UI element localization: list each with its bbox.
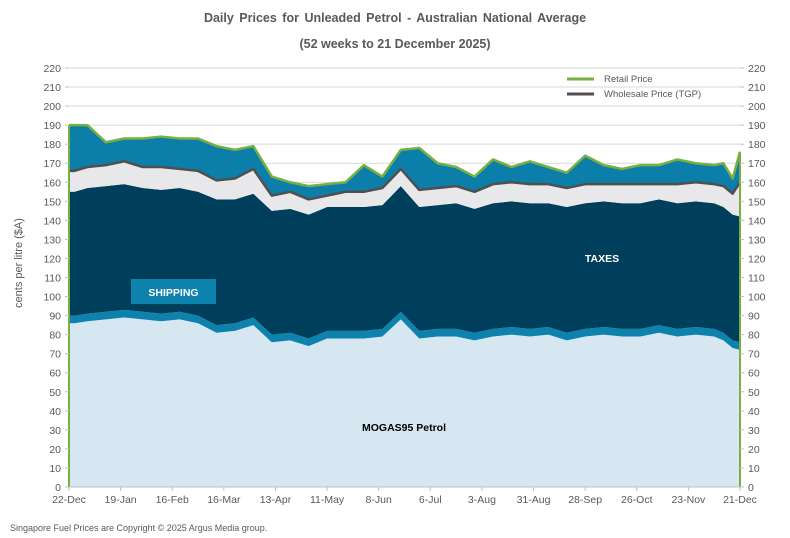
x-tick-3-Aug: 3-Aug [468, 494, 496, 506]
x-tick-16-Feb: 16-Feb [156, 494, 189, 506]
x-tick-19-Jan: 19-Jan [105, 494, 137, 506]
x-tick-16-Mar: 16-Mar [207, 494, 241, 506]
shipping-label-box [131, 279, 216, 304]
stacked-areas [69, 125, 740, 487]
y-tick-left-150: 150 [43, 196, 61, 208]
y-tick-left-40: 40 [49, 406, 61, 418]
y-tick-left-20: 20 [49, 444, 61, 456]
shipping-annotation: SHIPPING [131, 279, 216, 304]
y-tick-right-150: 150 [748, 196, 766, 208]
x-tick-22-Dec: 22-Dec [52, 494, 86, 506]
taxes-label: TAXES [585, 253, 619, 265]
x-tick-11-May: 11-May [310, 494, 345, 506]
y-tick-right-100: 100 [748, 292, 766, 304]
y-tick-right-40: 40 [748, 406, 760, 418]
area-mogas95-petrol [69, 317, 740, 487]
y-tick-left-100: 100 [43, 292, 61, 304]
y-tick-left-50: 50 [49, 387, 61, 399]
y-tick-left-10: 10 [49, 463, 61, 475]
y-tick-right-180: 180 [748, 139, 766, 151]
legend-wholesale-label: Wholesale Price (TGP) [604, 89, 701, 100]
y-tick-left-70: 70 [49, 349, 61, 361]
y-tick-right-20: 20 [748, 444, 760, 456]
x-tick-6-Jul: 6-Jul [419, 494, 442, 506]
y-tick-left-170: 170 [43, 158, 61, 170]
retail-price-line [69, 123, 742, 188]
wholesale-price-line [69, 160, 742, 201]
chart-title: Daily Prices for Unleaded Petrol - Austr… [203, 11, 587, 25]
x-tick-26-Oct: 26-Oct [621, 494, 653, 506]
y-tick-right-80: 80 [748, 330, 760, 342]
y-tick-right-30: 30 [748, 425, 760, 437]
chart-subtitle: (52 weeks to 21 December 2025) [299, 37, 491, 51]
legend-retail-label: Retail Price [604, 74, 653, 85]
y-tick-left-130: 130 [43, 234, 61, 246]
y-tick-left-120: 120 [43, 253, 61, 265]
y-tick-right-170: 170 [748, 158, 766, 170]
y-tick-right-220: 220 [748, 63, 766, 75]
y-tick-right-160: 160 [748, 177, 766, 189]
mogas-label: MOGAS95 Petrol [362, 422, 446, 434]
area-shipping [69, 309, 740, 350]
y-tick-left-140: 140 [43, 215, 61, 227]
y-tick-right-140: 140 [748, 215, 766, 227]
x-tick-23-Nov: 23-Nov [671, 494, 706, 506]
x-tick-28-Sep: 28-Sep [568, 494, 602, 506]
y-tick-left-60: 60 [49, 368, 61, 380]
legend: Retail Price Wholesale Price (TGP) [567, 74, 701, 100]
y-tick-right-90: 90 [748, 311, 760, 323]
y-tick-right-210: 210 [748, 82, 766, 94]
shipping-label: SHIPPING [148, 287, 198, 299]
y-tick-right-130: 130 [748, 234, 766, 246]
y-tick-left-200: 200 [43, 101, 61, 113]
y-tick-right-50: 50 [748, 387, 760, 399]
y-tick-labels-right: 0 10 20 30 40 50 60 70 80 90 100 110 120 130 140 150 160… [748, 63, 766, 494]
x-tick-31-Aug: 31-Aug [517, 494, 551, 506]
y-tick-left-220: 220 [43, 63, 61, 75]
y-axis-label: cents per litre ($A) [13, 218, 25, 308]
x-tick-13-Apr: 13-Apr [260, 494, 292, 506]
y-tick-left-160: 160 [43, 177, 61, 189]
y-tick-left-210: 210 [43, 82, 61, 94]
area-margin [69, 161, 740, 217]
x-tick-labels: 22-Dec 19-Jan 16-Feb 16-Mar 13-Apr 11-May 8-Ju… [52, 494, 757, 506]
y-tick-left-30: 30 [49, 425, 61, 437]
y-tick-left-190: 190 [43, 120, 61, 132]
x-tick-8-Jun: 8-Jun [366, 494, 392, 506]
y-tick-left-0: 0 [55, 482, 61, 494]
y-tick-right-110: 110 [748, 273, 765, 285]
y-tick-labels-left: 0 10 20 30 40 50 60 70 80 90 100 110 120 130 140 150 160… [43, 63, 61, 494]
y-tick-right-0: 0 [748, 482, 754, 494]
y-tick-right-120: 120 [748, 253, 766, 265]
area-retail-margin [69, 125, 740, 200]
y-tick-right-200: 200 [748, 101, 766, 113]
copyright-footer: Singapore Fuel Prices are Copyright © 20… [10, 523, 268, 533]
x-tick-21-Dec: 21-Dec [723, 494, 757, 506]
y-tick-right-10: 10 [748, 463, 760, 475]
price-lines [68, 123, 742, 487]
y-tick-right-70: 70 [748, 349, 760, 361]
y-tick-left-110: 110 [44, 273, 61, 285]
area-taxes [69, 184, 740, 343]
y-tick-left-90: 90 [49, 311, 61, 323]
y-tick-left-80: 80 [49, 330, 61, 342]
y-tick-left-180: 180 [43, 139, 61, 151]
y-tick-right-190: 190 [748, 120, 766, 132]
axes [65, 67, 744, 491]
y-tick-right-60: 60 [748, 368, 760, 380]
